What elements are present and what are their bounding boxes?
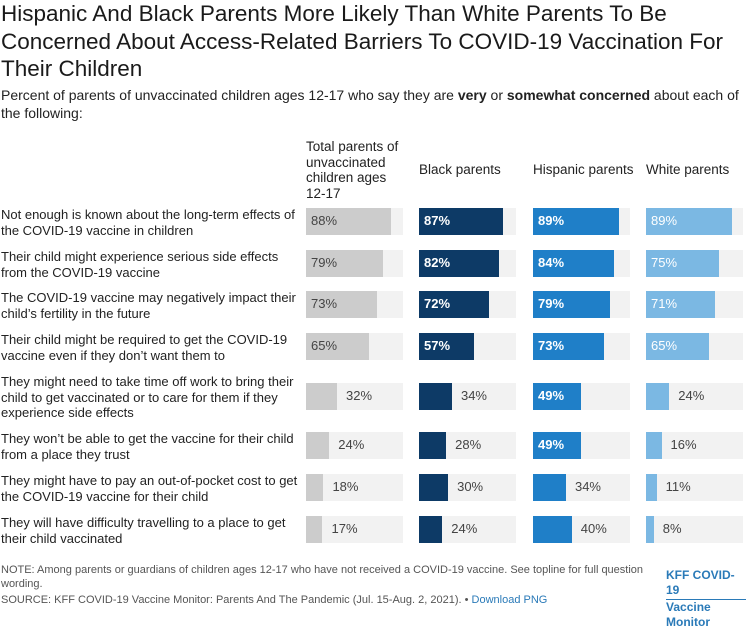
bar [533,250,615,277]
bar [533,383,581,410]
column-header-0: Total parents of unvaccinated children a… [306,139,399,201]
bar [533,474,566,501]
data-label: 34% [574,479,601,494]
bar-track [646,516,743,543]
bar [419,208,504,235]
column-header-1: Black parents [419,162,501,177]
bar [646,383,670,410]
data-label: 57% [424,338,451,353]
bar [533,208,620,235]
bar [419,432,447,459]
data-label: 87% [424,213,451,228]
bar [646,208,733,235]
data-label: 73% [538,338,565,353]
bar [419,474,449,501]
bar [419,250,499,277]
data-label: 11% [665,479,691,494]
bar [419,333,475,360]
bar-track [646,474,743,501]
data-label: 82% [424,255,451,270]
bar [306,383,338,410]
data-label: 34% [460,388,487,403]
logo-line-1: KFF COVID-19 [666,568,746,600]
data-label: 65% [311,338,338,353]
data-label: 24% [678,388,705,403]
bar [306,432,330,459]
data-label: 88% [311,213,338,228]
row-label: They might need to take time off work to… [1,374,294,420]
data-label: 73% [311,296,338,311]
data-label: 49% [538,437,565,452]
data-label: 71% [651,296,678,311]
data-label: 32% [346,388,373,403]
chart-subtitle: Percent of parents of unvaccinated child… [1,87,739,121]
bar [533,432,581,459]
bar [646,291,715,318]
bar [306,291,377,318]
bar [306,516,323,543]
row-label: They might have to pay an out-of-pocket … [1,473,298,504]
row-label: Not enough is known about the long-term … [1,207,295,238]
bar [419,383,452,410]
data-label: 75% [651,255,678,270]
data-label: 72% [424,296,451,311]
data-label: 89% [538,213,565,228]
kff-logo: KFF COVID-19 Vaccine Monitor [666,568,746,630]
bar [306,474,324,501]
chart-source: SOURCE: KFF COVID-19 Vaccine Monitor: Pa… [1,594,548,606]
data-label: 18% [332,479,359,494]
data-label: 65% [651,338,678,353]
chart-note: NOTE: Among parents or guardians of chil… [1,564,644,590]
row-label: They will have difficulty travelling to … [1,515,286,546]
data-label: 40% [580,521,607,536]
data-label: 79% [311,255,338,270]
bar [533,291,610,318]
row-label: The COVID-19 vaccine may negatively impa… [1,290,296,321]
data-label: 84% [538,255,565,270]
data-label: 24% [451,521,478,536]
bar [419,291,489,318]
data-label: 89% [651,213,678,228]
bar [306,250,383,277]
bar [646,516,654,543]
data-label: 8% [662,521,682,536]
download-png-link[interactable]: Download PNG [471,594,548,606]
data-label: 17% [331,521,358,536]
data-label: 30% [457,479,484,494]
data-label: 49% [538,388,565,403]
row-label: Their child might experience serious sid… [1,249,279,280]
bar [646,250,719,277]
bar [306,208,392,235]
row-label: Their child might be required to get the… [1,332,288,363]
logo-line-2: Vaccine Monitor [666,600,711,629]
data-label: 24% [338,437,365,452]
data-label: 28% [455,437,482,452]
column-header-3: White parents [646,162,730,177]
bar [419,516,443,543]
bar [306,333,370,360]
row-label: They won’t be able to get the vaccine fo… [1,431,294,462]
chart-title: Hispanic And Black Parents More Likely T… [1,1,724,81]
bar [646,474,657,501]
bar [533,333,604,360]
data-label: 79% [538,296,565,311]
bar [533,516,572,543]
data-label: 16% [670,437,697,452]
bar [646,333,710,360]
bar [646,432,662,459]
bar-track [646,432,743,459]
column-header-2: Hispanic parents [533,162,634,177]
